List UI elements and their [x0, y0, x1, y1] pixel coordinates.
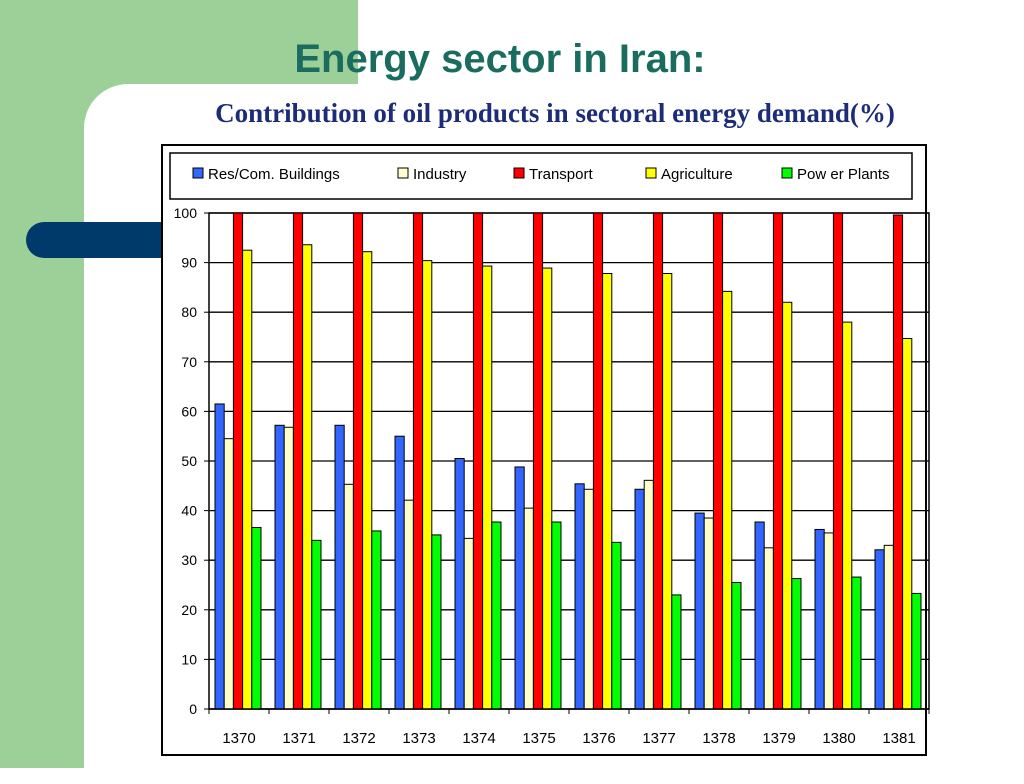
bar: [302, 244, 313, 710]
legend-swatch: [397, 167, 409, 179]
bar: [223, 438, 234, 710]
x-tick-label: 1381: [882, 730, 915, 747]
bar: [634, 488, 645, 710]
bar: [491, 521, 502, 710]
bar: [334, 424, 345, 710]
y-tick-label: 40: [181, 503, 197, 519]
bar: [371, 530, 382, 710]
y-tick-label: 80: [181, 304, 197, 320]
bar: [412, 212, 424, 710]
bar: [842, 321, 853, 710]
bar: [214, 403, 225, 710]
legend-swatch: [781, 167, 793, 179]
bar: [643, 479, 654, 710]
bar: [611, 541, 622, 710]
bar: [532, 212, 544, 710]
legend-label: Pow er Plants: [797, 166, 890, 183]
legend-label: Industry: [413, 166, 467, 183]
x-tick-label: 1380: [822, 730, 855, 747]
y-tick-label: 70: [181, 354, 197, 370]
bar: [283, 426, 294, 710]
bar: [403, 499, 414, 710]
bar: [754, 521, 765, 710]
bar: [251, 526, 262, 710]
decorative-navy-bar: [26, 222, 186, 258]
bar: [851, 576, 862, 710]
slide-title: Energy sector in Iran:: [294, 37, 706, 81]
bar: [463, 537, 474, 710]
y-tick-label: 100: [174, 205, 198, 221]
y-tick-label: 10: [181, 651, 197, 667]
bar: [352, 212, 364, 710]
bar: [292, 212, 304, 710]
bar: [362, 251, 373, 710]
bar: [232, 212, 244, 710]
bar: [712, 212, 724, 710]
bar: [514, 466, 525, 710]
y-tick-label: 60: [181, 403, 197, 419]
bar: [722, 290, 733, 710]
bar: [823, 532, 834, 710]
x-tick-label: 1372: [342, 730, 375, 747]
bar: [782, 301, 793, 710]
y-tick-label: 30: [181, 552, 197, 568]
bar: [394, 435, 405, 710]
x-tick-label: 1370: [222, 730, 255, 747]
x-tick-label: 1374: [462, 730, 495, 747]
legend-label: Res/Com. Buildings: [208, 166, 340, 183]
bar: [874, 549, 885, 710]
bar: [814, 528, 825, 710]
x-tick-label: 1378: [702, 730, 735, 747]
bar: [832, 212, 844, 710]
bar: [763, 547, 774, 710]
bar: [883, 544, 894, 710]
legend-swatch: [192, 167, 204, 179]
bar: [542, 267, 553, 710]
bar: [902, 337, 913, 710]
bar: [523, 507, 534, 710]
bar: [274, 424, 285, 710]
bar: [671, 594, 682, 710]
x-tick-label: 1377: [642, 730, 675, 747]
slide-subtitle: Contribution of oil products in sectoral…: [215, 98, 895, 128]
bar: [574, 483, 585, 710]
y-tick-label: 90: [181, 255, 197, 271]
bar: [731, 582, 742, 710]
bar: [791, 578, 802, 710]
bar: [772, 212, 784, 710]
legend-swatch: [513, 167, 525, 179]
bar: [662, 273, 673, 710]
bar: [311, 539, 322, 710]
bar: [592, 212, 604, 710]
bar: [694, 512, 705, 710]
bar: [343, 483, 354, 710]
x-tick-label: 1375: [522, 730, 555, 747]
bar: [892, 214, 904, 710]
x-tick-label: 1371: [282, 730, 315, 747]
y-tick-label: 20: [181, 602, 197, 618]
y-tick-label: 50: [181, 453, 197, 469]
bar: [431, 534, 442, 710]
bar: [242, 249, 253, 710]
bar-chart: 0 10 20 30 40 50 60 70 80 90 100 1370 1371 1372 1373 13…: [169, 152, 930, 747]
bar: [911, 592, 922, 710]
x-tick-label: 1379: [762, 730, 795, 747]
background-white-top: [358, 0, 1024, 90]
bar: [583, 488, 594, 710]
bar: [482, 265, 493, 710]
bar: [422, 260, 433, 710]
y-tick-label: 0: [189, 701, 197, 717]
bar: [551, 521, 562, 710]
legend-label: Agriculture: [661, 166, 733, 183]
legend-label: Transport: [529, 166, 593, 183]
bar: [703, 517, 714, 710]
x-tick-label: 1373: [402, 730, 435, 747]
bar: [652, 212, 664, 710]
legend-swatch: [645, 167, 657, 179]
x-tick-label: 1376: [582, 730, 615, 747]
bar: [454, 458, 465, 710]
bar: [602, 273, 613, 710]
bar: [472, 212, 484, 710]
